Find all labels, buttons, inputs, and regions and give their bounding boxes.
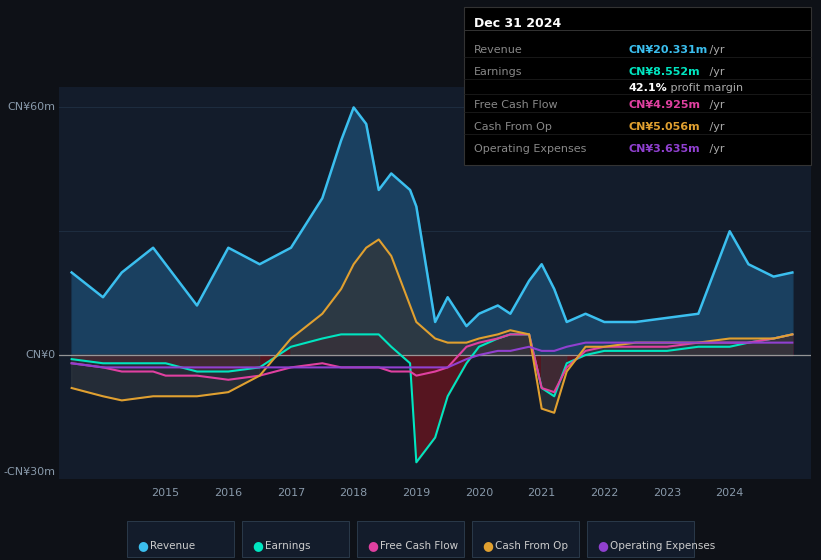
Text: Cash From Op: Cash From Op (495, 541, 568, 551)
Text: Cash From Op: Cash From Op (474, 122, 552, 132)
Text: ●: ● (252, 539, 263, 553)
Text: /yr: /yr (706, 122, 725, 132)
Text: CN¥5.056m: CN¥5.056m (628, 122, 699, 132)
Text: CN¥4.925m: CN¥4.925m (628, 100, 700, 110)
Text: ●: ● (367, 539, 378, 553)
Text: Revenue: Revenue (150, 541, 195, 551)
Text: Operating Expenses: Operating Expenses (474, 144, 586, 153)
Text: CN¥20.331m: CN¥20.331m (628, 45, 708, 55)
Text: Dec 31 2024: Dec 31 2024 (474, 17, 561, 30)
Text: Earnings: Earnings (474, 67, 522, 77)
Text: Earnings: Earnings (265, 541, 310, 551)
Text: CN¥8.552m: CN¥8.552m (628, 67, 699, 77)
Text: Free Cash Flow: Free Cash Flow (380, 541, 458, 551)
Text: CN¥0: CN¥0 (25, 350, 55, 360)
Text: /yr: /yr (706, 67, 725, 77)
Text: Operating Expenses: Operating Expenses (610, 541, 715, 551)
Text: /yr: /yr (706, 144, 725, 153)
Text: profit margin: profit margin (667, 82, 744, 92)
Text: /yr: /yr (706, 45, 725, 55)
Text: /yr: /yr (706, 100, 725, 110)
Text: ●: ● (482, 539, 493, 553)
Text: 42.1%: 42.1% (628, 82, 667, 92)
Text: CN¥60m: CN¥60m (7, 102, 55, 113)
Text: Revenue: Revenue (474, 45, 522, 55)
Text: ●: ● (137, 539, 148, 553)
Text: Free Cash Flow: Free Cash Flow (474, 100, 557, 110)
Text: CN¥3.635m: CN¥3.635m (628, 144, 699, 153)
Text: ●: ● (597, 539, 608, 553)
Text: -CN¥30m: -CN¥30m (3, 467, 55, 477)
